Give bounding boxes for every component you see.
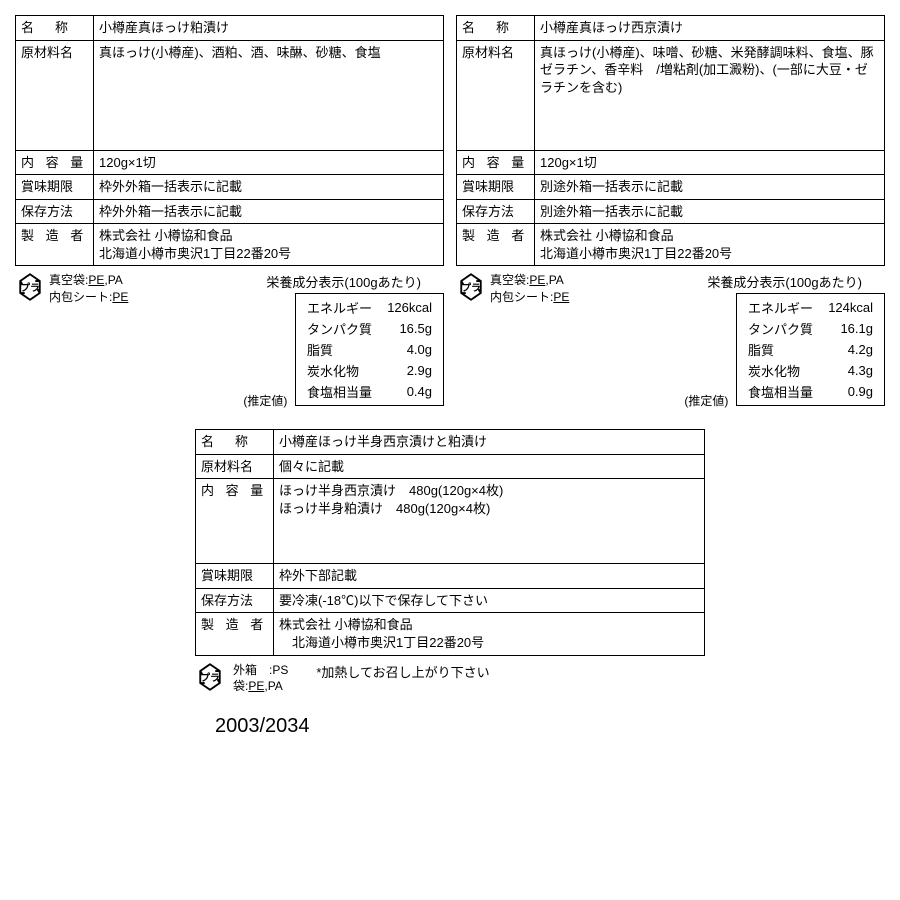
best-before: 別途外箱一括表示に記載 <box>535 175 885 200</box>
row-label: 賞味期限 <box>196 564 274 589</box>
row-label: 名 称 <box>16 16 94 41</box>
packaging-text: 真空袋:PE,PA 内包シート:PE <box>49 272 128 306</box>
row-label: 製 造 者 <box>196 613 274 655</box>
label-panel-3: 名 称 小樽産ほっけ半身西京漬けと粕漬け 原材料名 個々に記載 内 容 量 ほっ… <box>195 429 705 738</box>
row-label: 名 称 <box>196 430 274 455</box>
manufacturer: 株式会社 小樽協和食品 北海道小樽市奥沢1丁目22番20号 <box>535 224 885 266</box>
row-label: 内 容 量 <box>16 150 94 175</box>
contents: ほっけ半身西京漬け 480g(120g×4枚) ほっけ半身粕漬け 480g(12… <box>274 479 705 564</box>
label-panel-2: 名 称 小樽産真ほっけ西京漬け 原材料名 真ほっけ(小樽産)、味噌、砂糖、米発酵… <box>456 15 885 409</box>
storage: 枠外外箱一括表示に記載 <box>94 199 444 224</box>
ingredients: 個々に記載 <box>274 454 705 479</box>
info-table-3: 名 称 小樽産ほっけ半身西京漬けと粕漬け 原材料名 個々に記載 内 容 量 ほっ… <box>195 429 705 655</box>
product-name: 小樽産ほっけ半身西京漬けと粕漬け <box>274 430 705 455</box>
manufacturer: 株式会社 小樽協和食品 北海道小樽市奥沢1丁目22番20号 <box>274 613 705 655</box>
nutrition-table: エネルギー124kcal タンパク質16.1g 脂質4.2g 炭水化物4.3g … <box>742 297 879 402</box>
svg-text:プラ: プラ <box>200 670 220 683</box>
contents: 120g×1切 <box>535 150 885 175</box>
best-before: 枠外下部記載 <box>274 564 705 589</box>
row-label: 原材料名 <box>457 40 535 150</box>
svg-text:プラ: プラ <box>20 281 40 294</box>
info-table-2: 名 称 小樽産真ほっけ西京漬け 原材料名 真ほっけ(小樽産)、味噌、砂糖、米発酵… <box>456 15 885 266</box>
row-label: 賞味期限 <box>16 175 94 200</box>
product-name: 小樽産真ほっけ西京漬け <box>535 16 885 41</box>
ingredients: 真ほっけ(小樽産)、酒粕、酒、味醂、砂糖、食塩 <box>94 40 444 150</box>
row-label: 保存方法 <box>457 199 535 224</box>
recycle-icon: プラ <box>15 272 45 302</box>
storage: 要冷凍(-18℃)以下で保存して下さい <box>274 588 705 613</box>
packaging-text: 真空袋:PE,PA 内包シート:PE <box>490 272 569 306</box>
nutrition-block: 栄養成分表示(100gあたり) (推定値) エネルギー126kcal タンパク質… <box>243 272 444 409</box>
contents: 120g×1切 <box>94 150 444 175</box>
label-panel-1: 名 称 小樽産真ほっけ粕漬け 原材料名 真ほっけ(小樽産)、酒粕、酒、味醂、砂糖… <box>15 15 444 409</box>
svg-text:プラ: プラ <box>461 281 481 294</box>
row-label: 内 容 量 <box>196 479 274 564</box>
recycle-icon: プラ <box>456 272 486 302</box>
row-label: 保存方法 <box>196 588 274 613</box>
row-label: 名 称 <box>457 16 535 41</box>
row-label: 製 造 者 <box>16 224 94 266</box>
row-label: 原材料名 <box>196 454 274 479</box>
row-label: 製 造 者 <box>457 224 535 266</box>
row-label: 内 容 量 <box>457 150 535 175</box>
nutrition-table: エネルギー126kcal タンパク質16.5g 脂質4.0g 炭水化物2.9g … <box>301 297 438 402</box>
recycle-icon: プラ <box>195 662 225 692</box>
manufacturer: 株式会社 小樽協和食品 北海道小樽市奥沢1丁目22番20号 <box>94 224 444 266</box>
packaging-text: 外箱 :PS 袋:PE,PA <box>233 662 288 696</box>
nutrition-block: 栄養成分表示(100gあたり) (推定値) エネルギー124kcal タンパク質… <box>684 272 885 409</box>
row-label: 賞味期限 <box>457 175 535 200</box>
storage: 別途外箱一括表示に記載 <box>535 199 885 224</box>
heating-note: *加熱してお召し上がり下さい <box>316 662 489 681</box>
ingredients: 真ほっけ(小樽産)、味噌、砂糖、米発酵調味料、食塩、豚ゼラチン、香辛料 /増粘剤… <box>535 40 885 150</box>
best-before: 枠外外箱一括表示に記載 <box>94 175 444 200</box>
product-name: 小樽産真ほっけ粕漬け <box>94 16 444 41</box>
row-label: 原材料名 <box>16 40 94 150</box>
info-table-1: 名 称 小樽産真ほっけ粕漬け 原材料名 真ほっけ(小樽産)、酒粕、酒、味醂、砂糖… <box>15 15 444 266</box>
page-number: 2003/2034 <box>215 715 705 738</box>
row-label: 保存方法 <box>16 199 94 224</box>
